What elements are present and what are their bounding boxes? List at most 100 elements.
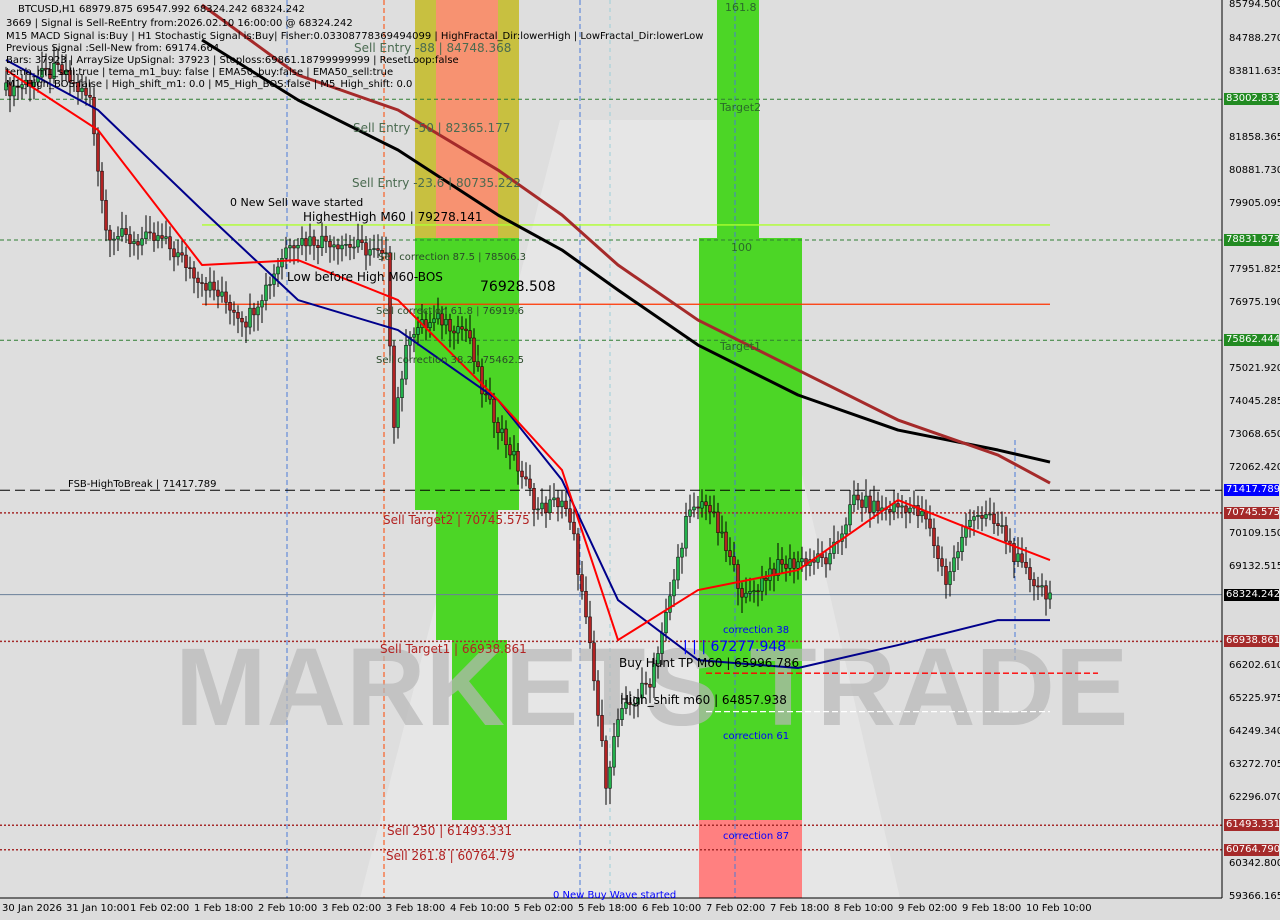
candle-bear xyxy=(328,240,332,248)
candle-bear xyxy=(8,82,12,97)
candle-bear xyxy=(224,291,228,303)
price-level-tag: 71417.789 xyxy=(1224,484,1280,497)
candle-bear xyxy=(212,281,216,291)
candle-bull xyxy=(560,500,564,508)
candle-bear xyxy=(108,229,112,241)
sell-target1-label: Sell Target1 | 66938.861 xyxy=(380,642,527,656)
fib-100-label: 100 xyxy=(731,241,752,254)
candle-bull xyxy=(672,579,676,597)
time-tick: 5 Feb 18:00 xyxy=(578,903,638,914)
candle-bull xyxy=(444,319,448,326)
price-level-tag: 83002.833 xyxy=(1224,93,1280,106)
signal-line: 3669 | Signal is Sell-ReEntry from:2026.… xyxy=(6,18,353,29)
candle-bear xyxy=(228,302,232,311)
candle-bull xyxy=(680,547,684,558)
candle-bull xyxy=(960,536,964,553)
price-tick: 83811.635 xyxy=(1229,65,1280,77)
candle-bull xyxy=(20,84,24,88)
correction-61-label: correction 61 xyxy=(723,731,790,742)
candle-bear xyxy=(708,505,712,513)
candle-bull xyxy=(552,497,556,501)
price-level-tag: 66938.861 xyxy=(1224,635,1280,648)
candle-bear xyxy=(916,505,920,517)
candle-bull xyxy=(404,344,408,380)
candle-bear xyxy=(1032,579,1036,587)
candle-bear xyxy=(124,228,128,235)
candle-bear xyxy=(936,545,940,559)
candle-bear xyxy=(716,511,720,533)
candle-bear xyxy=(856,494,860,501)
candle-bull xyxy=(416,327,420,335)
candle-bull xyxy=(396,397,400,428)
candle-bear xyxy=(128,234,132,244)
price-level-tag: 70745.575 xyxy=(1224,506,1280,519)
candle-bear xyxy=(76,82,80,92)
candle-bear xyxy=(604,740,608,789)
moving-average-line xyxy=(201,3,1051,485)
candle-bull xyxy=(32,81,36,87)
candle-bear xyxy=(564,500,568,510)
candle-bear xyxy=(476,361,480,367)
bars-line: Bars: 37923 | ArraySize UpSignal: 37923 … xyxy=(6,55,459,66)
candle-bull xyxy=(948,571,952,585)
price-level-tag: 61493.331 xyxy=(1224,819,1280,832)
candle-bull xyxy=(616,719,620,737)
candle-bull xyxy=(744,592,748,598)
candle-bull xyxy=(796,561,800,569)
candle-bear xyxy=(152,232,156,241)
candle-bear xyxy=(240,318,244,323)
new-buy-wave-label: 0 New Buy Wave started xyxy=(553,890,677,901)
candle-bull xyxy=(308,236,312,247)
buy-hunt-tp-label: Buy Hunt TP M60 | 65996.786 xyxy=(619,656,800,670)
price-tick: 73068.650 xyxy=(1229,428,1280,440)
zone-green xyxy=(415,238,519,510)
candle-bear xyxy=(508,444,512,456)
time-tick: 10 Feb 10:00 xyxy=(1026,903,1092,914)
candle-bear xyxy=(1044,585,1048,600)
candle-bear xyxy=(580,574,584,592)
candle-bull xyxy=(1048,592,1052,600)
candle-bear xyxy=(196,277,200,283)
candle-bull xyxy=(436,313,440,320)
candle-bear xyxy=(492,398,496,423)
candle-bear xyxy=(440,313,444,326)
price-tick: 85794.500 xyxy=(1229,0,1280,10)
candle-bear xyxy=(84,87,88,96)
price-tick: 64249.340 xyxy=(1229,726,1280,738)
candle-bull xyxy=(120,228,124,237)
bos-line: M1_High_BOS:false | High_shift_m1: 0.0 |… xyxy=(6,79,413,90)
candle-bull xyxy=(852,494,856,505)
candle-bull xyxy=(144,231,148,240)
candle-bull xyxy=(52,62,56,79)
candle-bear xyxy=(860,499,864,508)
candle-bull xyxy=(80,87,84,92)
time-tick: 6 Feb 10:00 xyxy=(642,903,702,914)
price-tick: 59366.165 xyxy=(1229,891,1280,902)
candle-bull xyxy=(368,249,372,256)
fib-target2-label: Target2 xyxy=(720,101,762,114)
candle-bear xyxy=(992,513,996,524)
candle-bull xyxy=(788,558,792,569)
candle-bull xyxy=(280,258,284,268)
candle-bear xyxy=(380,250,384,254)
candle-bull xyxy=(640,682,644,699)
zone-green xyxy=(436,510,498,640)
candle-bear xyxy=(532,488,536,510)
candle-bear xyxy=(712,511,716,514)
candle-bear xyxy=(200,282,204,284)
price-level-tag: 75862.444 xyxy=(1224,334,1280,347)
time-tick: 5 Feb 02:00 xyxy=(514,903,574,914)
candle-bull xyxy=(548,499,552,513)
time-tick: 7 Feb 18:00 xyxy=(770,903,830,914)
candle-bear xyxy=(472,337,476,362)
price-tick: 80881.730 xyxy=(1229,164,1280,176)
candle-bull xyxy=(176,252,180,258)
time-tick: 4 Feb 10:00 xyxy=(450,903,510,914)
candle-bull xyxy=(220,291,224,297)
candle-bull xyxy=(656,653,660,665)
candle-bear xyxy=(136,241,140,246)
candle-bull xyxy=(612,736,616,768)
correction-87-label: correction 87 xyxy=(723,831,790,842)
candle-bull xyxy=(620,708,624,720)
